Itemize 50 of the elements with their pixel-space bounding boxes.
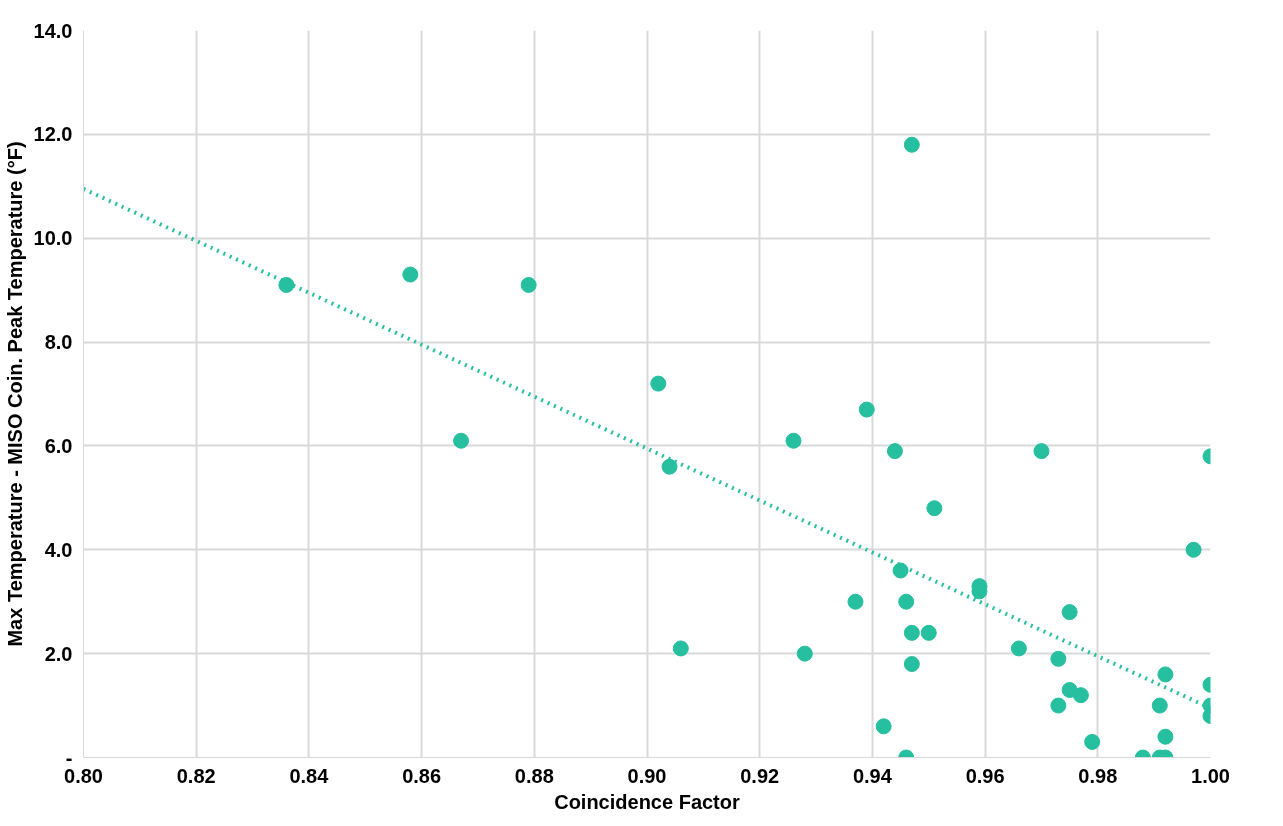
point bbox=[1185, 541, 1202, 558]
x-tick-label: 0.98 bbox=[1078, 764, 1118, 787]
y-tick-label: 10.0 bbox=[33, 227, 73, 250]
point bbox=[875, 718, 892, 735]
x-tick-label: 0.88 bbox=[514, 764, 554, 787]
point bbox=[903, 624, 920, 641]
point bbox=[453, 432, 470, 449]
y-tick-label: 8.0 bbox=[44, 331, 73, 354]
point bbox=[1010, 640, 1027, 657]
point bbox=[1033, 443, 1050, 460]
point bbox=[858, 401, 875, 418]
y-tick-label: 4.0 bbox=[44, 538, 73, 561]
y-tick-label: 14.0 bbox=[33, 19, 73, 42]
point bbox=[1084, 733, 1101, 750]
x-tick-label: 0.90 bbox=[627, 764, 667, 787]
point bbox=[796, 645, 813, 662]
x-tick-label: 1.00 bbox=[1191, 764, 1230, 787]
x-tick-label: 0.84 bbox=[289, 764, 330, 787]
y-tick-label: 12.0 bbox=[33, 123, 73, 146]
x-tick-label: 0.82 bbox=[176, 764, 216, 787]
point bbox=[920, 624, 937, 641]
point bbox=[1151, 697, 1168, 714]
point bbox=[886, 443, 903, 460]
point bbox=[892, 562, 909, 579]
point bbox=[898, 593, 915, 610]
y-axis-title: Max Temperature - MISO Coin. Peak Temperature (°F) bbox=[3, 141, 26, 647]
x-tick-label: 0.86 bbox=[402, 764, 442, 787]
x-tick-label: 0.92 bbox=[740, 764, 780, 787]
point bbox=[1061, 604, 1078, 621]
point bbox=[926, 500, 943, 517]
point bbox=[520, 276, 537, 293]
point bbox=[1072, 687, 1089, 704]
y-tick-label: 2.0 bbox=[44, 642, 73, 665]
point bbox=[1050, 650, 1067, 667]
point bbox=[672, 640, 689, 657]
point bbox=[650, 375, 667, 392]
x-tick-label: 0.94 bbox=[852, 764, 893, 787]
point bbox=[1050, 697, 1067, 714]
point bbox=[1157, 666, 1174, 683]
y-tick-label: 6.0 bbox=[44, 434, 73, 457]
point bbox=[1157, 728, 1174, 745]
point bbox=[785, 432, 802, 449]
point bbox=[903, 656, 920, 673]
point bbox=[903, 136, 920, 153]
point bbox=[847, 593, 864, 610]
x-tick-label: 0.96 bbox=[965, 764, 1005, 787]
point bbox=[278, 276, 295, 293]
point bbox=[661, 458, 678, 475]
point bbox=[402, 266, 419, 283]
x-axis-title: Coincidence Factor bbox=[554, 790, 741, 813]
